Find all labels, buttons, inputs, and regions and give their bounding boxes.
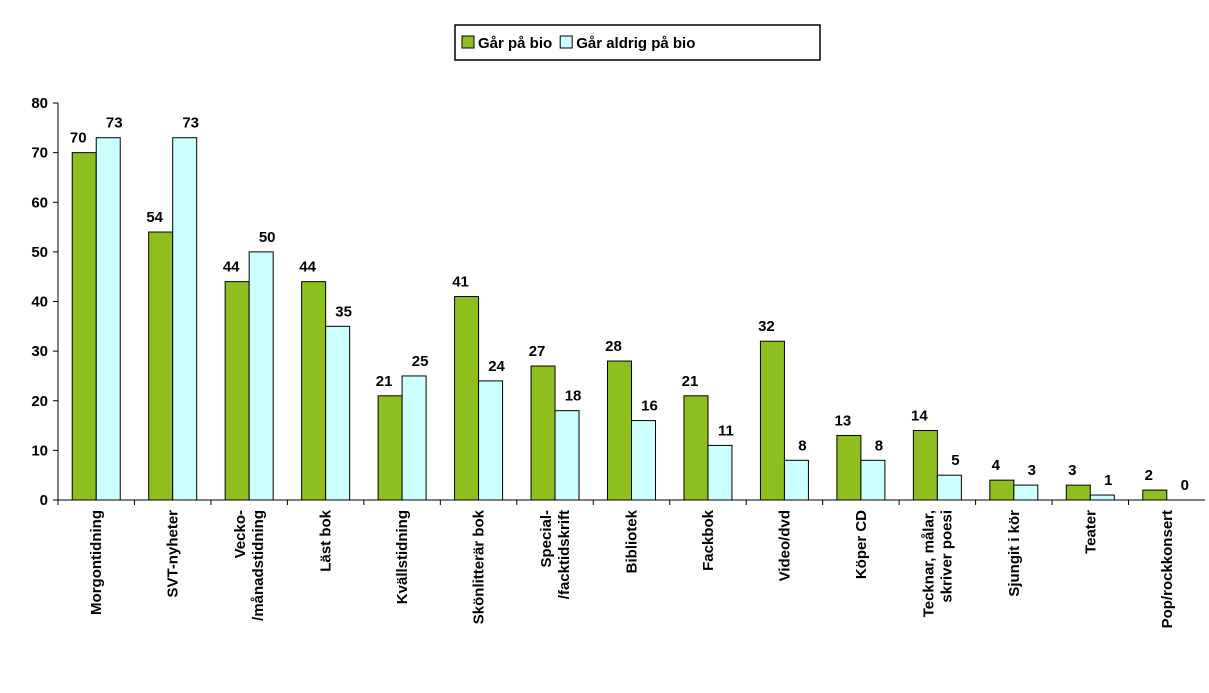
- bar: [759, 340, 785, 501]
- bar: [454, 296, 480, 501]
- legend-label: Går aldrig på bio: [576, 35, 695, 52]
- x-tick-label: Köper CD: [853, 510, 870, 579]
- data-label: 73: [182, 115, 199, 132]
- bar: [631, 420, 656, 501]
- data-label: 2: [1145, 467, 1153, 484]
- data-label: 32: [758, 318, 775, 335]
- bar: [1013, 484, 1039, 501]
- data-label: 70: [70, 130, 87, 147]
- legend-label: Går på bio: [478, 35, 552, 52]
- x-tick-label: Pop/rockkonsert: [1159, 510, 1176, 628]
- bar: [301, 281, 327, 501]
- bar: [912, 430, 938, 501]
- bar: [325, 325, 351, 501]
- bar: [95, 137, 121, 501]
- x-tick-label: Skönlitterär bok: [471, 509, 488, 624]
- bar: [554, 410, 580, 501]
- data-label: 16: [641, 398, 658, 415]
- data-label: 27: [529, 343, 546, 360]
- bar: [783, 459, 809, 501]
- data-label: 13: [835, 412, 852, 429]
- y-tick-label: 70: [31, 145, 48, 162]
- y-tick-label: 20: [31, 393, 48, 410]
- bar: [1089, 494, 1115, 501]
- data-label: 21: [376, 373, 393, 390]
- legend-box: [454, 24, 821, 61]
- x-tick-label: Teater: [1082, 510, 1099, 554]
- bar: [836, 434, 862, 501]
- legend-swatch: [461, 35, 475, 49]
- x-tick-label: Morgontidning: [88, 510, 105, 615]
- data-label: 50: [259, 229, 276, 246]
- data-label: 3: [1068, 462, 1076, 479]
- y-tick-label: 0: [40, 492, 48, 509]
- x-tick-label: Sjungit i kör: [1006, 510, 1023, 597]
- y-tick-label: 60: [31, 194, 48, 211]
- legend: Går på bio Går aldrig på bio: [454, 24, 821, 61]
- bar: [1142, 489, 1168, 501]
- data-label: 73: [106, 115, 123, 132]
- data-label: 24: [488, 358, 505, 375]
- bar: [172, 137, 198, 501]
- data-label: 8: [875, 437, 883, 454]
- x-tick-label: Vecko-/månadstidning: [232, 510, 267, 621]
- data-label: 3: [1028, 462, 1036, 479]
- data-label: 4: [992, 457, 1001, 474]
- y-tick-label: 40: [31, 294, 48, 311]
- data-label: 8: [798, 437, 806, 454]
- x-tick-label: Special-/facktidskrift: [538, 510, 573, 599]
- data-label: 0: [1181, 477, 1189, 494]
- legend-swatch: [559, 35, 573, 49]
- data-label: 28: [605, 338, 622, 355]
- bar: [683, 395, 709, 501]
- data-label: 44: [299, 259, 316, 276]
- x-tick-label: Tecknar, målar,skriver poesi: [920, 510, 955, 617]
- bar: [989, 479, 1015, 501]
- data-label: 54: [146, 209, 163, 226]
- data-label: 25: [412, 353, 429, 370]
- bar: [936, 474, 962, 501]
- x-tick-label: Kvällstidning: [394, 510, 411, 604]
- bar: [478, 380, 504, 501]
- data-label: 5: [951, 452, 959, 469]
- data-label: 35: [335, 303, 352, 320]
- bar: [707, 444, 733, 501]
- bar: [401, 375, 427, 501]
- y-tick-label: 80: [31, 95, 48, 112]
- data-label: 18: [565, 388, 582, 405]
- bar: [530, 365, 556, 501]
- x-tick-label: Bibliotek: [624, 509, 641, 573]
- x-tick-label: Läst bok: [318, 509, 335, 571]
- x-tick-label: Video/dvd: [776, 510, 793, 581]
- bar: [248, 251, 274, 501]
- data-label: 21: [682, 373, 699, 390]
- x-tick-label: Fackbok: [700, 509, 717, 571]
- bar: [1065, 484, 1091, 501]
- bar: [860, 459, 886, 501]
- y-tick-label: 10: [31, 442, 48, 459]
- bar: [71, 152, 97, 501]
- data-label: 11: [718, 422, 734, 439]
- y-tick-label: 30: [31, 343, 48, 360]
- bar: [224, 281, 250, 501]
- data-label: 44: [223, 259, 240, 276]
- bar: [148, 231, 174, 501]
- data-label: 1: [1104, 472, 1112, 489]
- x-tick-label: SVT-nyheter: [165, 510, 182, 598]
- data-label: 14: [911, 408, 928, 425]
- bar: [607, 360, 632, 501]
- data-label: 41: [452, 274, 469, 291]
- y-tick-label: 50: [31, 244, 48, 261]
- bar: [377, 395, 403, 501]
